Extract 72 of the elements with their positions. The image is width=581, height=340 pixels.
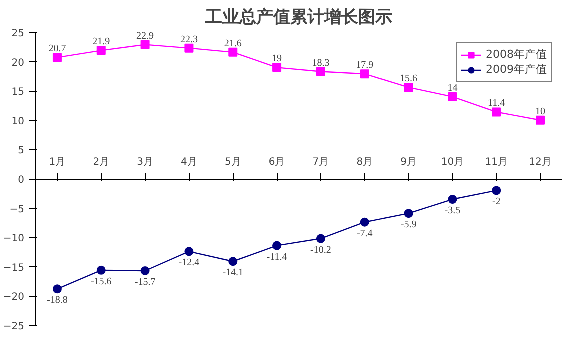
data-label: -18.8	[47, 295, 68, 306]
x-tick-label: 8月	[356, 157, 374, 168]
point	[404, 83, 414, 92]
chart-title: 工业总产值累计增长图示	[204, 8, 392, 28]
y-tick-label: −20	[3, 292, 25, 304]
point	[448, 92, 458, 102]
data-label: 19	[272, 54, 282, 65]
data-label: -3.5	[444, 206, 461, 217]
point	[536, 116, 546, 125]
data-label: 21.9	[92, 36, 110, 48]
point	[184, 247, 194, 256]
point	[140, 40, 150, 50]
y-tick-label: −5	[10, 204, 25, 216]
point	[448, 195, 458, 204]
data-label: -5.9	[400, 220, 417, 231]
data-label: 22.3	[180, 34, 198, 46]
x-tick-label: 7月	[312, 157, 330, 168]
point	[360, 218, 370, 227]
point	[228, 48, 238, 57]
x-tick-label: 4月	[181, 157, 198, 168]
data-label: 15.6	[400, 74, 418, 85]
data-label: -7.4	[356, 228, 373, 240]
y-tick-label: −15	[3, 262, 25, 274]
point	[96, 266, 106, 275]
point	[360, 70, 370, 79]
data-label: 20.7	[48, 44, 66, 55]
y-tick-label: −10	[3, 234, 25, 245]
point	[228, 257, 238, 266]
y-tick-label: −25	[3, 322, 25, 332]
point	[184, 44, 194, 53]
data-label: -15.7	[134, 277, 156, 288]
data-label: -2	[492, 196, 501, 208]
legend-label: 2008年产值	[486, 47, 547, 62]
data-label: 14	[448, 82, 458, 94]
data-label: -12.4	[178, 258, 200, 269]
data-label: -11.4	[266, 252, 288, 263]
x-tick-label: 5月	[224, 157, 242, 168]
x-tick-label: 3月	[137, 157, 154, 168]
data-label: -10.2	[310, 244, 332, 256]
x-tick-label: 10月	[441, 157, 464, 168]
data-label: 18.3	[312, 58, 330, 69]
data-label: 17.9	[356, 60, 374, 72]
x-tick-label: 11月	[485, 157, 508, 168]
x-tick-label: 12月	[529, 157, 552, 168]
data-label: -14.1	[222, 268, 244, 279]
y-tick-label: 15	[12, 87, 25, 98]
point	[492, 108, 502, 117]
x-tick-label: 9月	[400, 157, 417, 168]
y-tick-label: 10	[12, 116, 25, 128]
x-tick-label: 2月	[93, 157, 110, 168]
point	[316, 67, 326, 76]
point	[52, 53, 62, 62]
point	[272, 63, 282, 72]
y-tick-label: 0	[18, 175, 25, 186]
point	[96, 46, 106, 56]
y-tick-label: 20	[12, 58, 25, 69]
point	[52, 284, 62, 294]
point	[404, 209, 414, 218]
point	[140, 266, 150, 276]
point	[492, 186, 502, 196]
y-tick-label: 25	[12, 28, 25, 40]
x-tick-label: 6月	[268, 157, 286, 168]
point	[316, 234, 326, 244]
point	[272, 241, 282, 250]
legend-label: 2009年产值	[486, 62, 547, 77]
x-tick-label: 1月	[49, 157, 66, 168]
data-label: 11.4	[488, 98, 506, 110]
data-label: 22.9	[136, 30, 154, 42]
data-label: 21.6	[224, 38, 242, 50]
y-tick-label: 5	[18, 146, 25, 157]
data-label: 10	[536, 106, 546, 118]
data-label: -15.6	[90, 276, 112, 288]
